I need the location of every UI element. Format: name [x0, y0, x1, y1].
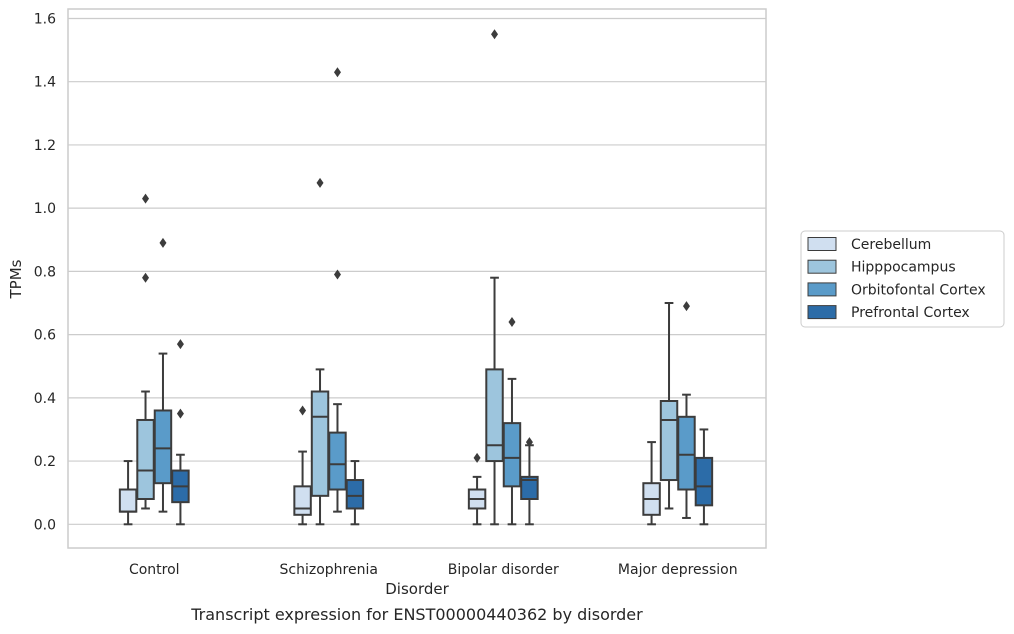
outlier-point: [525, 437, 533, 448]
box: [694, 456, 714, 507]
box: [659, 400, 679, 482]
legend-label: Hipppocampus: [851, 260, 956, 276]
outlier-point: [299, 405, 307, 416]
outlier-point: [333, 269, 341, 280]
legend-label: Orbitofontal Cortex: [851, 282, 986, 298]
box: [328, 431, 347, 491]
y-tick-label: 0.2: [34, 454, 56, 470]
box: [293, 485, 312, 516]
y-tick-label: 1.2: [34, 138, 56, 154]
y-tick-label: 0.8: [34, 264, 56, 280]
y-tick-label: 1.6: [34, 11, 56, 27]
outlier-point: [491, 29, 499, 40]
box: [136, 418, 155, 500]
chart-caption: Transcript expression for ENST0000044036…: [191, 605, 643, 624]
x-tick-label: Schizophrenia: [280, 562, 378, 578]
legend-frame: [800, 230, 1005, 328]
legend: Cerebellum Hipppocampus Orbitofontal Corte…: [800, 230, 1005, 328]
y-tick-label: 0.0: [34, 517, 56, 533]
outlier-point: [159, 237, 167, 248]
x-tick-label: Bipolar disorder: [448, 562, 559, 578]
y-tick-label: 0.4: [34, 391, 56, 407]
y-tick-label: 1.4: [34, 75, 56, 91]
box: [153, 409, 173, 485]
outlier-point: [333, 67, 341, 78]
box: [502, 422, 522, 488]
gridlines: [68, 17, 766, 525]
outlier-point: [508, 316, 516, 327]
x-axis: Control Schizophrenia Bipolar disorder Majo…: [129, 562, 738, 578]
legend-swatch: [807, 305, 837, 320]
outlier-point: [176, 339, 184, 350]
box: [677, 415, 696, 491]
x-tick-label: Major depression: [618, 562, 738, 578]
box-group: [118, 29, 714, 526]
legend-swatch: [807, 259, 837, 274]
legend-label: Prefrontal Cortex: [851, 305, 970, 321]
outlier-point: [316, 177, 324, 188]
legend-swatch: [807, 237, 837, 251]
outlier-point: [682, 301, 690, 312]
x-axis-label: Disorder: [385, 580, 449, 598]
plot-frame: [67, 8, 767, 549]
outlier-point: [142, 272, 150, 283]
y-axis-label: TPMs: [7, 259, 25, 299]
box: [345, 479, 365, 510]
box: [520, 475, 539, 501]
y-tick-label: 0.6: [34, 328, 56, 344]
box: [310, 390, 330, 497]
box: [118, 488, 138, 513]
legend-label: Cerebellum: [851, 237, 931, 253]
outlier-point: [142, 193, 150, 204]
legend-swatch: [807, 282, 837, 297]
box: [485, 368, 504, 463]
outlier-point: [473, 452, 481, 463]
y-tick-label: 1.0: [34, 201, 56, 217]
outlier-point: [176, 408, 184, 419]
x-tick-label: Control: [129, 562, 180, 578]
boxplot-chart: 0.0 0.2 0.4 0.6 0.8 1.0 1.2 1.4 1.6 Control Schiz…: [7, 8, 1005, 598]
y-axis: 0.0 0.2 0.4 0.6 0.8 1.0 1.2 1.4 1.6: [34, 11, 56, 533]
